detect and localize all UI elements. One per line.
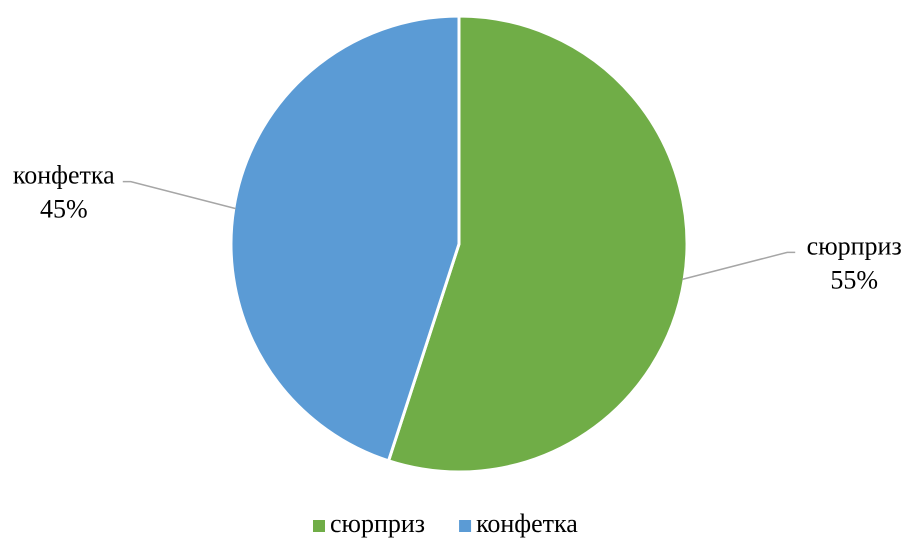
legend-label: конфетка xyxy=(476,509,578,538)
data-label-name: сюрприз xyxy=(807,231,902,260)
leader-line xyxy=(682,251,796,281)
data-label-name: конфетка xyxy=(13,161,115,190)
legend-label: сюрприз xyxy=(330,509,425,538)
legend-swatch xyxy=(313,520,325,532)
pie-slice xyxy=(386,14,689,474)
data-label-value: 55% xyxy=(830,265,878,294)
data-label-value: 45% xyxy=(40,195,88,224)
leader-line xyxy=(122,180,236,210)
legend-swatch xyxy=(459,520,472,532)
